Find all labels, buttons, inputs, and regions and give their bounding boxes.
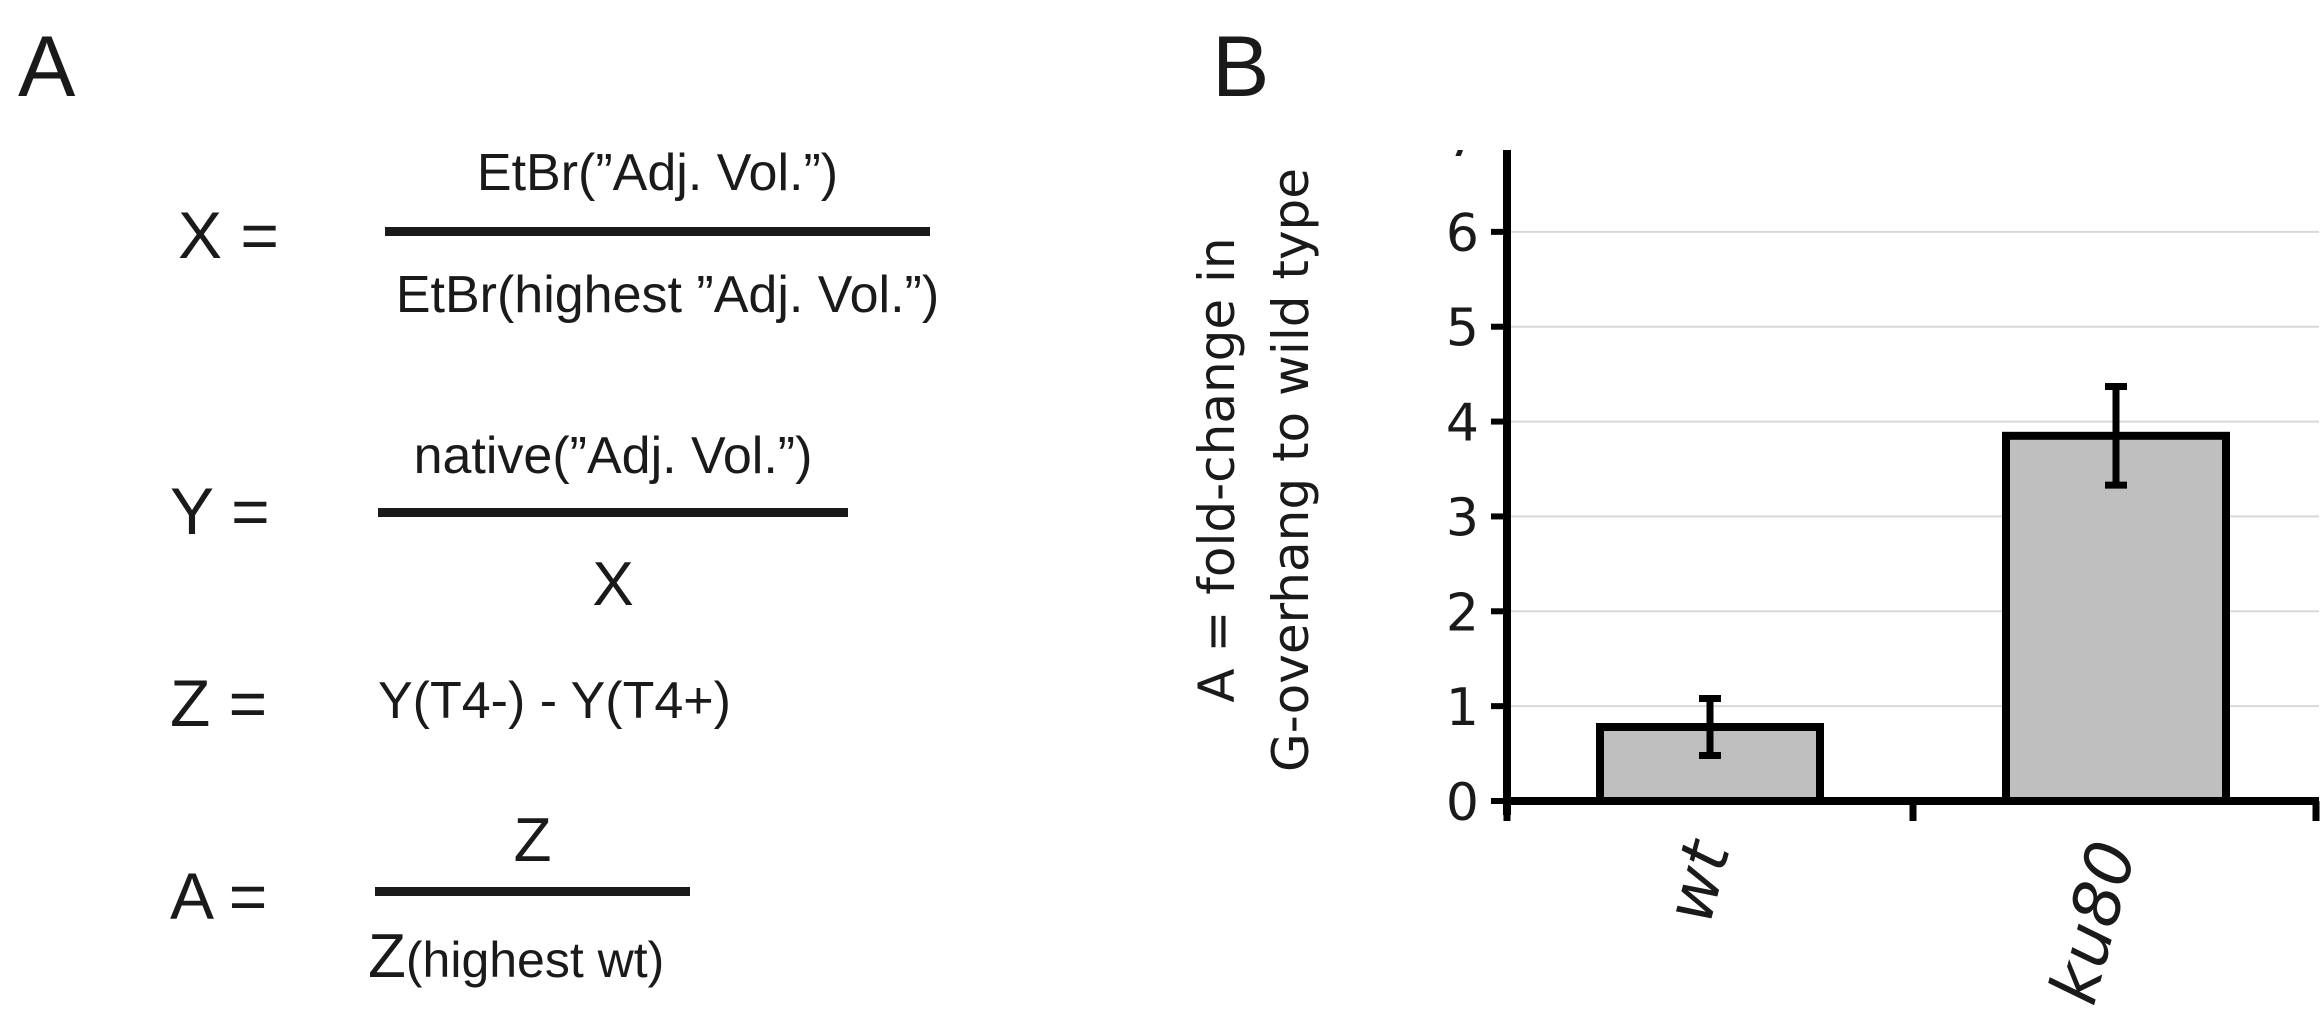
a-denominator-z: Z bbox=[368, 922, 406, 991]
panel-a-label: A bbox=[18, 19, 76, 115]
y-tick-label: 0 bbox=[1446, 773, 1479, 833]
z-equation-lhs: Z = bbox=[170, 666, 268, 740]
x-numerator: EtBr(”Adj. Vol.”) bbox=[476, 144, 839, 202]
z-rhs: Y(T4-) - Y(T4+) bbox=[378, 672, 731, 730]
y-axis-label-line2: G-overhang to wild type bbox=[1262, 168, 1320, 772]
y-tick-label: 4 bbox=[1446, 394, 1479, 454]
x-equation-lhs: X = bbox=[178, 198, 279, 272]
panel-b-label: B bbox=[1212, 19, 1270, 115]
a-equation-lhs: A = bbox=[170, 859, 268, 933]
y-tick-label: 1 bbox=[1446, 678, 1479, 738]
a-numerator: Z bbox=[513, 806, 552, 875]
y-axis-label-line1: A = fold-change in bbox=[1188, 237, 1246, 702]
a-fraction-bar bbox=[375, 887, 690, 896]
y-tick-label: 6 bbox=[1446, 204, 1479, 264]
x-tick-label-ku80: ku80 bbox=[2035, 833, 2152, 1011]
y-fraction-bar bbox=[378, 508, 848, 517]
y-tick-label: 5 bbox=[1446, 299, 1479, 359]
x-fraction-bar bbox=[385, 227, 930, 236]
bar-chart: A = fold-change in G-overhang to wild ty… bbox=[1188, 150, 2320, 1012]
y-axis-label: A = fold-change in G-overhang to wild ty… bbox=[1188, 168, 1320, 772]
y-numerator: native(”Adj. Vol.”) bbox=[413, 427, 813, 485]
a-denominator: Z(highest wt) bbox=[368, 921, 664, 992]
x-denominator: EtBr(highest ”Adj. Vol.”) bbox=[395, 266, 940, 324]
y-tick-label: 7 bbox=[1446, 150, 1479, 169]
a-denominator-rest: (highest wt) bbox=[405, 932, 665, 988]
y-tick-label: 3 bbox=[1446, 488, 1479, 548]
y-equation-lhs: Y = bbox=[170, 474, 270, 548]
y-denominator: X bbox=[592, 550, 634, 619]
x-tick-label-wt: wt bbox=[1650, 831, 1746, 930]
y-tick-label: 2 bbox=[1446, 583, 1479, 643]
bar-ku80 bbox=[2002, 431, 2230, 805]
